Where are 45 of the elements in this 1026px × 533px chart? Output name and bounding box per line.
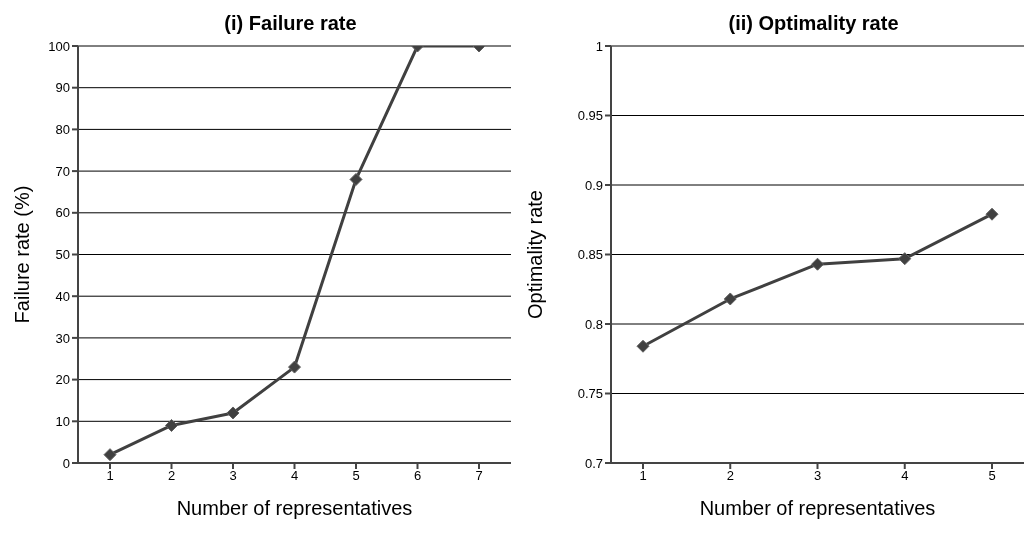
x-tick-label: 6 [413, 468, 422, 484]
y-tick-label: 0 [62, 455, 70, 471]
point [103, 448, 117, 462]
point [288, 360, 301, 374]
y-tick-label: 60 [55, 205, 70, 221]
x-tick-label: 7 [475, 468, 483, 484]
y-tick-label: 0.7 [584, 455, 603, 471]
point [985, 207, 999, 221]
y-tick-label: 0.8 [584, 316, 603, 332]
y-tick-label: 50 [55, 247, 70, 263]
y-axis-title: Failure rate (%) [11, 185, 34, 324]
y-tick-label: 80 [55, 122, 70, 138]
x-tick-label: 2 [167, 468, 176, 484]
y-tick-label: 100 [48, 38, 70, 54]
y-tick-label: 40 [55, 288, 70, 304]
x-tick-label: 2 [726, 468, 734, 484]
y-tick-label: 10 [55, 413, 70, 429]
y-tick-label: 90 [55, 80, 70, 96]
y-tick-label: 0.9 [584, 177, 603, 193]
point [165, 418, 178, 432]
x-tick-label: 5 [352, 468, 360, 484]
point [226, 406, 240, 420]
y-tick-label: 1 [595, 38, 603, 54]
y-tick-label: 30 [55, 330, 70, 346]
point [636, 339, 650, 353]
chart-title: (ii) Optimality rate [727, 11, 900, 36]
chart-title: (i) Failure rate [223, 11, 358, 36]
x-axis-title: Number of representatives [699, 497, 936, 519]
y-axis-title: Optimality rate [524, 190, 547, 319]
x-tick-label: 4 [290, 468, 299, 484]
x-tick-label: 3 [229, 468, 237, 484]
x-tick-label: 1 [639, 468, 647, 484]
y-tick-label: 70 [55, 163, 70, 179]
x-tick-label: 5 [988, 468, 996, 484]
y-tick-label: 0.85 [577, 247, 603, 263]
y-tick-label: 0.95 [577, 108, 603, 124]
x-tick-label: 1 [106, 468, 114, 484]
x-tick-label: 3 [813, 468, 822, 484]
y-tick-label: 0.75 [577, 386, 603, 402]
x-tick-label: 4 [901, 468, 909, 484]
point [723, 292, 737, 306]
y-tick-label: 20 [55, 372, 70, 388]
point [898, 252, 912, 266]
point [811, 257, 824, 271]
x-axis-title: Number of representatives [176, 497, 413, 519]
